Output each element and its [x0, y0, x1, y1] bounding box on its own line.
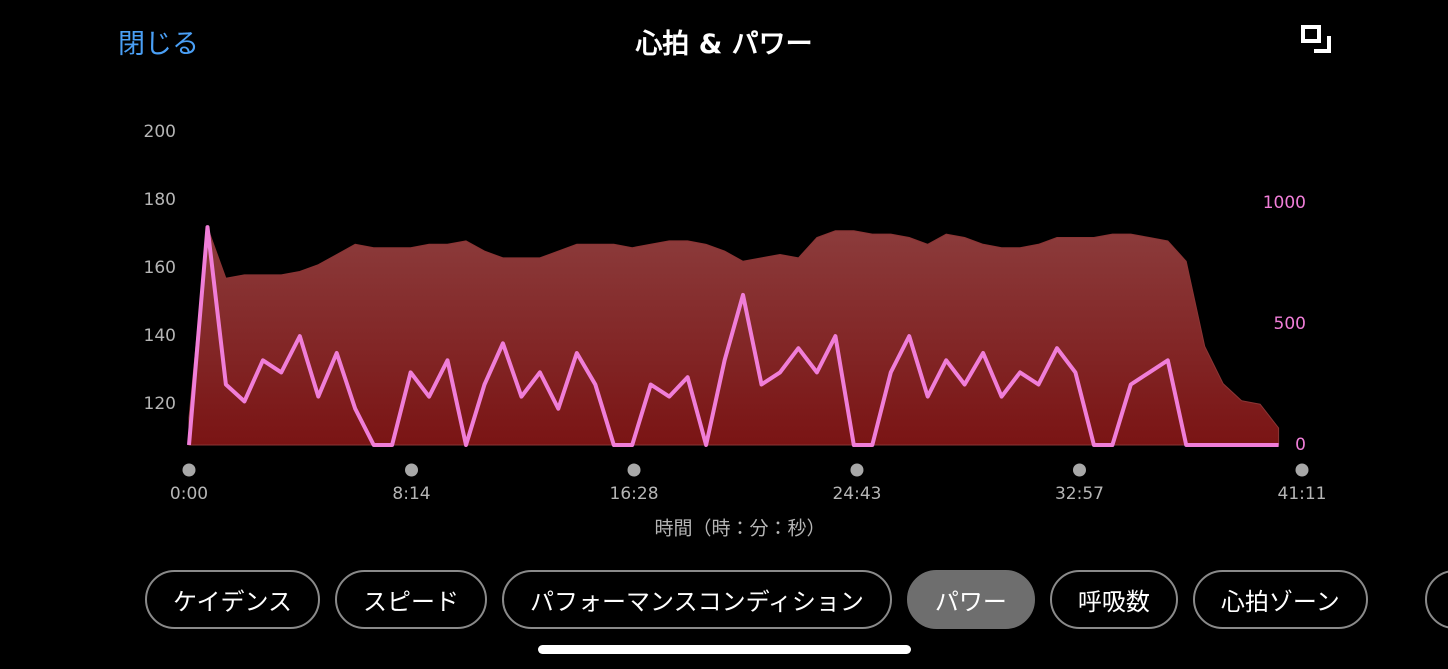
y-tick-label: 180: [144, 190, 176, 210]
tab-button[interactable]: 呼吸数: [1049, 570, 1178, 629]
x-tick-label: 8:14: [392, 484, 430, 504]
x-tick-label: 41:11: [1278, 484, 1327, 504]
tab-button[interactable]: 心拍ゾーン: [1192, 570, 1368, 629]
expand-icon[interactable]: [1300, 24, 1334, 54]
home-indicator: [538, 645, 911, 654]
y-tick-label: 120: [144, 394, 176, 414]
screen-title: 心拍 & パワー: [635, 29, 813, 60]
x-tick-dot: [182, 463, 196, 477]
x-tick-dot: [1295, 463, 1309, 477]
close-button[interactable]: 閉じる: [118, 29, 199, 60]
tab-button[interactable]: ケイデンス: [145, 570, 321, 629]
y-tick-label: 140: [144, 326, 176, 346]
y2-tick-label: 1000: [1263, 193, 1306, 213]
x-tick-label: 32:57: [1055, 484, 1104, 504]
x-tick-dot: [405, 463, 419, 477]
power-line: [187, 225, 1279, 447]
tab-button[interactable]: パフォーマンスコンディション: [502, 570, 892, 629]
y2-tick-label: 500: [1274, 314, 1306, 334]
x-tick-dot: [850, 463, 864, 477]
tab-button[interactable]: パワー: [906, 570, 1035, 629]
x-tick-label: 16:28: [610, 484, 659, 504]
tab-button[interactable]: スピード: [335, 570, 488, 629]
x-tick-label: 0:00: [170, 484, 208, 504]
y-tick-label: 160: [144, 258, 176, 278]
y-tick-label: 200: [144, 122, 176, 142]
x-axis-label: 時間（時：分：秒）: [654, 518, 825, 540]
y2-tick-label: 0: [1295, 435, 1306, 455]
x-tick-dot: [627, 463, 641, 477]
heart-rate-area: [188, 227, 1280, 446]
x-tick-dot: [1072, 463, 1086, 477]
x-tick-label: 24:43: [832, 484, 881, 504]
tab-bar: ケイデンス スピード パフォーマンスコンディション パワー 呼吸数 心拍ゾーン: [145, 570, 1368, 629]
